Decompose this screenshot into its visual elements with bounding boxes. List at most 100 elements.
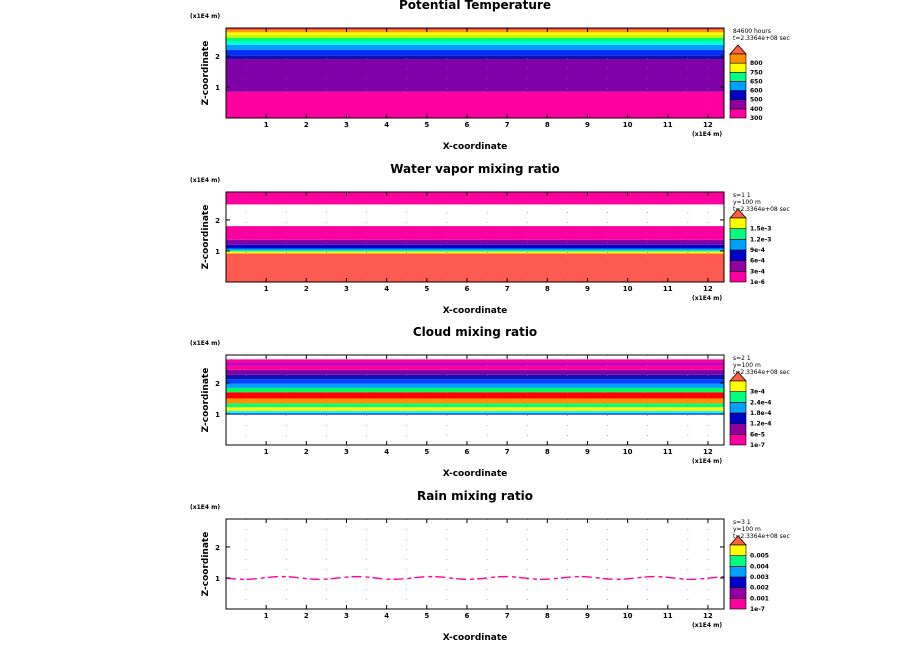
colorbar-label: 2.4e-4 — [750, 399, 771, 406]
colorbar-swatch — [729, 412, 747, 424]
colorbar-label: 0.005 — [750, 553, 769, 560]
colorbar-label: 0.002 — [750, 585, 769, 592]
x-axis-label: X-coordinate — [443, 306, 508, 316]
contour-band — [226, 369, 724, 375]
z-axis-label: Z-coordinate — [201, 532, 211, 597]
panel-title: Potential Temperature — [399, 0, 551, 12]
x-tick-label: 1 — [264, 121, 269, 129]
info-text: s=1 1 — [733, 192, 751, 199]
colorbar-label: 1.5e-3 — [750, 226, 771, 233]
colorbar-arrow — [729, 44, 747, 55]
x-tick-label: 3 — [344, 285, 349, 293]
colorbar-label: 3e-4 — [750, 389, 765, 396]
info-text: s=2 1 — [733, 355, 751, 362]
colorbar-label: 6e-5 — [750, 431, 765, 438]
contour-band — [226, 28, 724, 30]
x-tick-label: 8 — [545, 121, 550, 129]
colorbar-swatch — [729, 260, 747, 272]
plot-frame — [225, 27, 725, 119]
colorbar-label: 1e-6 — [750, 279, 765, 286]
x-tick-label: 10 — [623, 612, 633, 620]
info-text: t=2.3364e+08 sec — [733, 369, 790, 376]
x-tick-label: 12 — [703, 448, 713, 456]
contour-band — [226, 362, 724, 366]
contour-band — [226, 387, 724, 393]
contour-band — [226, 91, 724, 118]
x-scale-label: (x1E4 m) — [692, 622, 722, 629]
info-text: y=100 m — [733, 362, 761, 369]
x-tick-label: 12 — [703, 285, 713, 293]
x-tick-label: 5 — [424, 285, 429, 293]
contour-band — [226, 248, 724, 251]
colorbar-swatch — [729, 99, 747, 110]
z-scale-label: (x1E4 m) — [190, 13, 220, 20]
x-tick-label: 10 — [623, 448, 633, 456]
colorbar-swatch — [729, 228, 747, 240]
plot-frame — [225, 518, 725, 610]
info-text: t=2.3364e+08 sec — [733, 35, 790, 42]
rain-contour-line — [225, 575, 725, 581]
z-tick-label: 1 — [215, 248, 220, 256]
x-axis-label: X-coordinate — [443, 142, 508, 152]
x-tick-label: 4 — [384, 121, 389, 129]
x-tick-label: 9 — [585, 612, 590, 620]
contour-band — [226, 403, 724, 408]
x-tick-label: 5 — [424, 121, 429, 129]
x-tick-label: 2 — [304, 285, 309, 293]
colorbar-swatch — [729, 53, 747, 64]
contour-band — [226, 34, 724, 38]
contour-band — [226, 192, 724, 205]
x-scale-label: (x1E4 m) — [692, 458, 722, 465]
colorbar-swatch — [729, 391, 747, 403]
x-tick-label: 3 — [344, 448, 349, 456]
colorbar-swatch — [729, 71, 747, 82]
x-tick-label: 1 — [264, 612, 269, 620]
x-tick-label: 3 — [344, 612, 349, 620]
contour-band — [226, 44, 724, 50]
colorbar-label: 650 — [750, 78, 763, 85]
colorbar-label: 0.003 — [750, 574, 769, 581]
x-tick-label: 4 — [384, 612, 389, 620]
info-text: t=2.3364e+08 sec — [733, 533, 790, 540]
x-tick-label: 9 — [585, 121, 590, 129]
colorbar-label: 400 — [750, 106, 763, 113]
x-tick-label: 6 — [465, 448, 470, 456]
z-tick-label: 1 — [215, 411, 220, 419]
contour-band — [226, 379, 724, 384]
z-scale-label: (x1E4 m) — [190, 504, 220, 511]
x-tick-label: 10 — [623, 121, 633, 129]
x-tick-label: 7 — [505, 121, 510, 129]
colorbar-swatch — [729, 555, 747, 567]
contour-band — [226, 41, 724, 45]
colorbar-swatch — [729, 217, 747, 229]
x-tick-label: 9 — [585, 285, 590, 293]
colorbar-swatch — [729, 544, 747, 556]
colorbar-label: 0.004 — [750, 563, 769, 570]
x-axis-label: X-coordinate — [443, 469, 508, 479]
contour-band — [226, 251, 724, 254]
x-scale-label: (x1E4 m) — [692, 295, 722, 302]
x-tick-label: 12 — [703, 121, 713, 129]
colorbar-swatch — [729, 598, 747, 610]
contour-band — [226, 410, 724, 414]
x-tick-label: 3 — [344, 121, 349, 129]
x-tick-label: 2 — [304, 448, 309, 456]
colorbar-label: 600 — [750, 88, 763, 95]
x-tick-label: 5 — [424, 448, 429, 456]
contour-band — [226, 226, 724, 240]
x-tick-label: 9 — [585, 448, 590, 456]
z-scale-label: (x1E4 m) — [190, 177, 220, 184]
info-text: y=100 m — [733, 526, 761, 533]
contour-band — [226, 29, 724, 33]
colorbar-swatch — [729, 239, 747, 251]
contour-band — [226, 32, 724, 35]
x-tick-label: 6 — [465, 121, 470, 129]
x-tick-label: 8 — [545, 285, 550, 293]
z-tick-label: 1 — [215, 575, 220, 583]
contour-band — [226, 250, 724, 252]
contour-band — [226, 253, 724, 282]
contour-band — [226, 392, 724, 399]
colorbar-swatch — [729, 108, 747, 119]
colorbar-swatch — [729, 576, 747, 588]
